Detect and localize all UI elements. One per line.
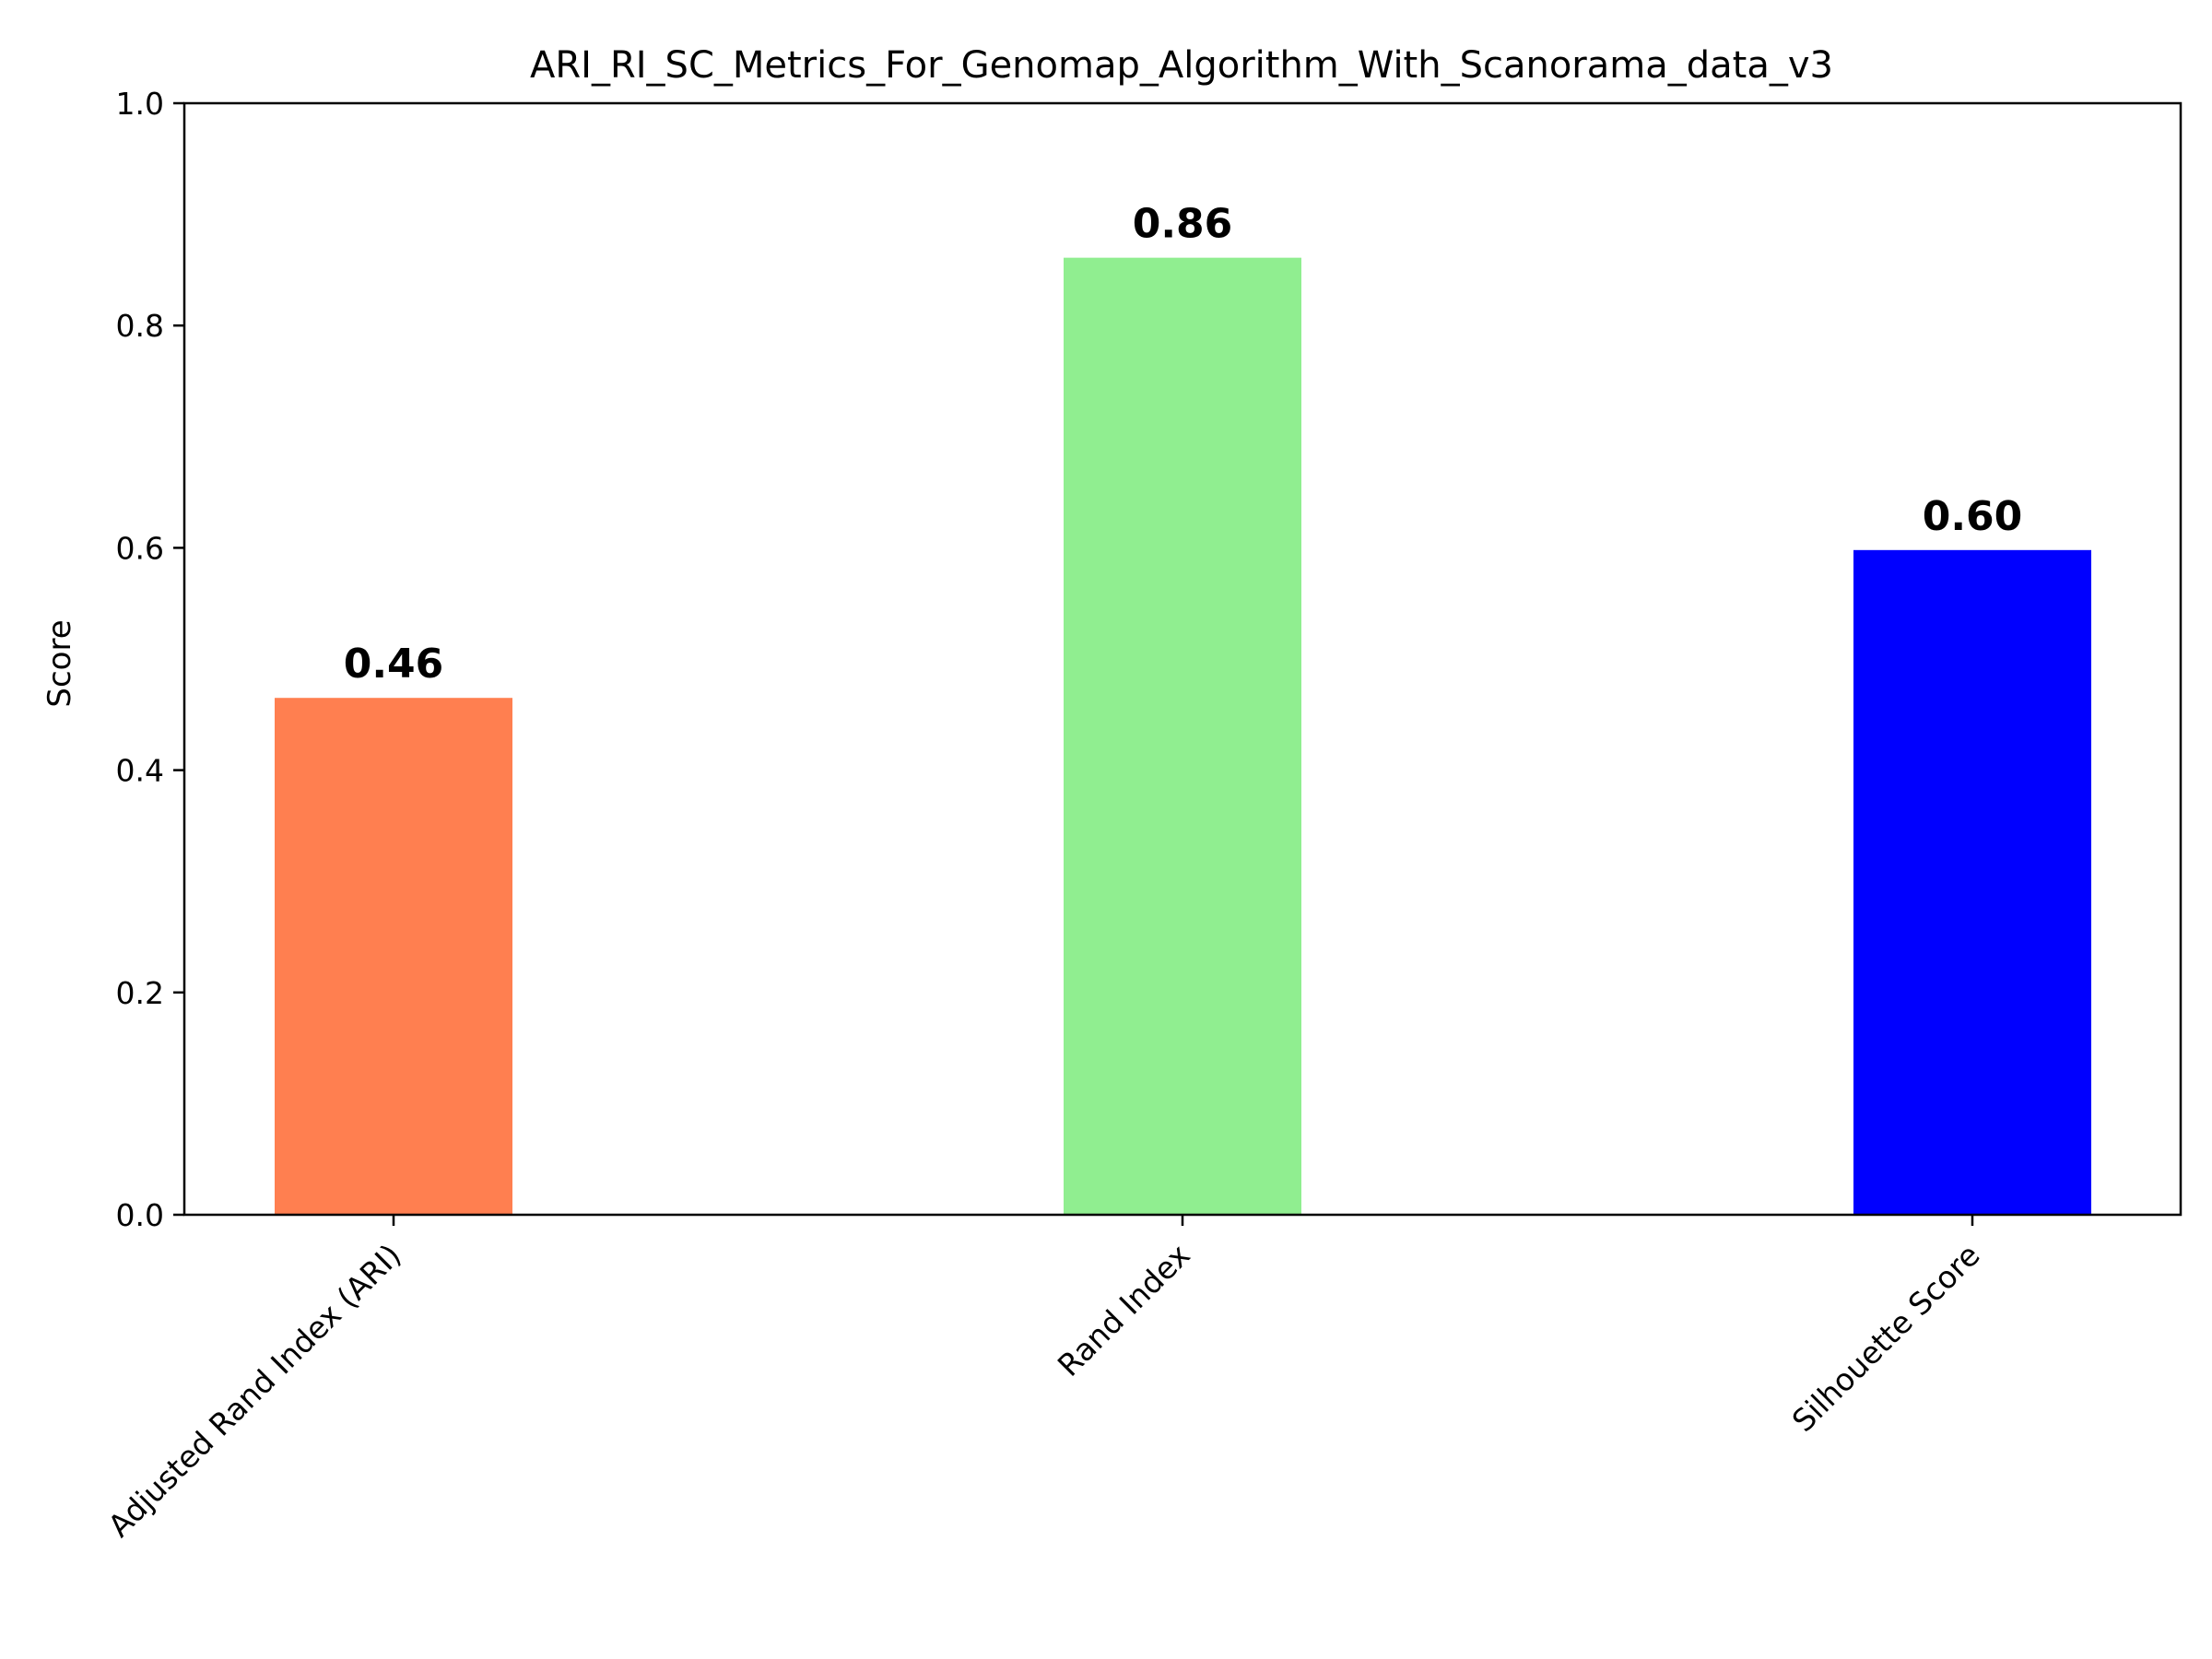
- bar-1: [275, 698, 512, 1215]
- bars-group: 0.46 0.86 0.60: [275, 201, 2091, 1215]
- x-tick-label-3: Silhouette Score: [1785, 1237, 1987, 1439]
- bar-3: [1853, 549, 2091, 1215]
- y-tick-label-5: 0.8: [116, 308, 164, 344]
- value-label-2: 0.86: [1133, 201, 1233, 248]
- y-tick-label-1: 0.0: [116, 1197, 164, 1233]
- y-tick-label-3: 0.4: [116, 753, 164, 789]
- x-tick-label-2: Rand Index: [1051, 1237, 1197, 1383]
- x-tick-label-1: Adjusted Rand Index (ARI): [101, 1237, 408, 1544]
- plot-frame: [182, 101, 2183, 1217]
- bar-2: [1064, 257, 1301, 1215]
- y-tick-label-2: 0.2: [116, 975, 164, 1011]
- value-label-1: 0.46: [344, 641, 444, 688]
- chart-title: ARI_RI_SC_Metrics_For_Genomap_Algorithm_…: [530, 44, 1833, 87]
- y-axis-label: Score: [41, 619, 78, 707]
- x-axis-ticks: Adjusted Rand Index (ARI) Rand Index Silho…: [101, 1215, 1987, 1544]
- y-tick-label-6: 1.0: [116, 86, 164, 122]
- y-axis-ticks: 0.0 0.2 0.4 0.6 0.8 1.0: [116, 86, 184, 1233]
- y-tick-label-4: 0.6: [116, 530, 164, 566]
- value-label-3: 0.60: [1923, 493, 2023, 540]
